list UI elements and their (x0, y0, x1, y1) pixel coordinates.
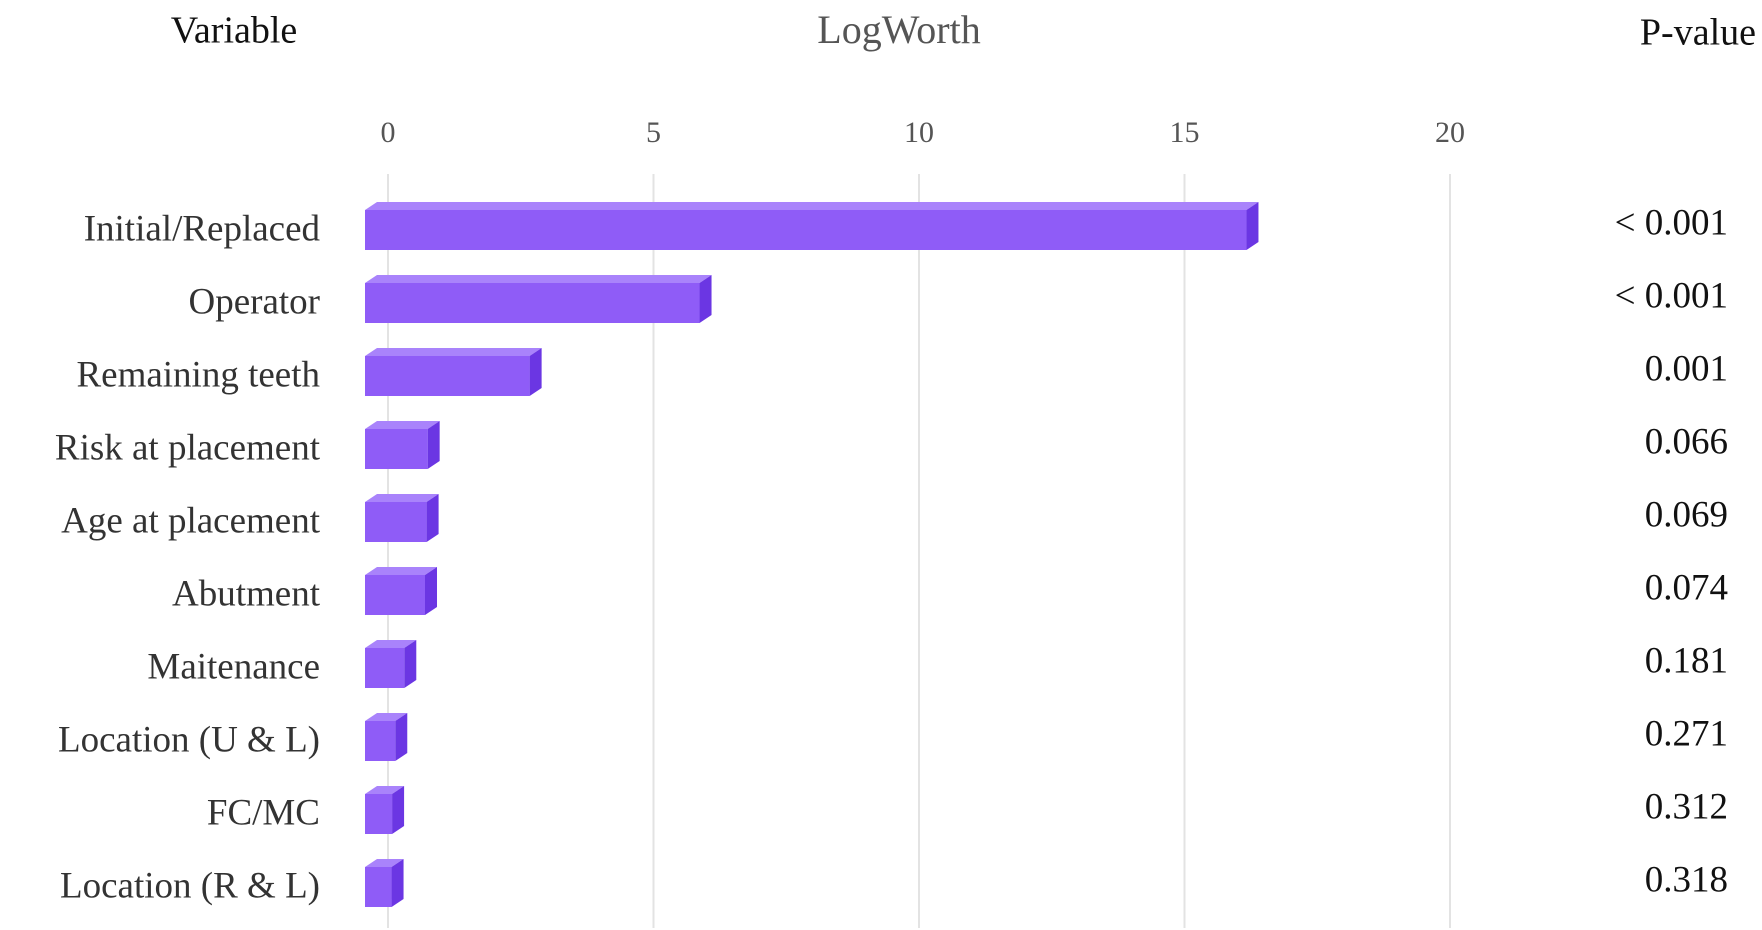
y-tick-label: Location (U & L) (58, 719, 320, 760)
p-value: 0.312 (1645, 786, 1728, 827)
p-value-header: P-value (1640, 12, 1756, 54)
bar-top (365, 202, 1259, 210)
p-value: 0.181 (1645, 640, 1728, 681)
bar-side (699, 275, 712, 323)
bar-top (365, 713, 408, 721)
bar (365, 502, 427, 542)
bar-side (404, 640, 417, 688)
variable-header: Variable (171, 10, 298, 52)
x-tick-label: 10 (904, 116, 934, 149)
p-value: < 0.001 (1615, 275, 1728, 316)
chart-title: LogWorth (817, 7, 980, 52)
bar-side (426, 494, 439, 542)
y-tick-label: FC/MC (207, 792, 320, 833)
bar-top (365, 275, 712, 283)
bar-side (1246, 202, 1259, 250)
bar (365, 867, 392, 907)
bar-top (365, 421, 440, 429)
p-value: 0.001 (1645, 348, 1728, 389)
y-tick-label: Initial/Replaced (84, 208, 321, 249)
bar (365, 648, 405, 688)
p-value: 0.074 (1645, 567, 1728, 608)
y-tick-label: Risk at placement (55, 427, 321, 468)
bar-side (425, 567, 438, 615)
bar (365, 794, 393, 834)
x-tick-label: 5 (646, 116, 661, 149)
p-value: < 0.001 (1615, 202, 1728, 243)
y-tick-label: Age at placement (61, 500, 321, 541)
y-tick-label: Remaining teeth (76, 354, 320, 395)
bar (365, 721, 396, 761)
bar-top (365, 640, 417, 648)
y-tick-label: Abutment (172, 573, 321, 614)
y-tick-label: Maitenance (147, 646, 320, 687)
x-tick-label: 15 (1170, 116, 1200, 149)
bar (365, 356, 530, 396)
bar (365, 210, 1247, 250)
bar-side (427, 421, 440, 469)
bar-top (365, 494, 439, 502)
bar (365, 575, 426, 615)
bar-side (529, 348, 542, 396)
bar-side (392, 786, 405, 834)
bar (365, 283, 700, 323)
y-tick-label: Location (R & L) (60, 865, 320, 906)
bar-top (365, 859, 404, 867)
x-tick-label: 0 (381, 116, 396, 149)
p-value: 0.271 (1645, 713, 1728, 754)
bar-side (395, 713, 408, 761)
x-tick-label: 20 (1435, 116, 1465, 149)
p-value: 0.069 (1645, 494, 1728, 535)
bar (365, 429, 428, 469)
y-tick-label: Operator (189, 281, 321, 322)
p-value: 0.318 (1645, 859, 1728, 900)
bar-top (365, 786, 405, 794)
bar-side (391, 859, 404, 907)
bar-top (365, 348, 542, 356)
bar-top (365, 567, 438, 575)
p-value: 0.066 (1645, 421, 1728, 462)
